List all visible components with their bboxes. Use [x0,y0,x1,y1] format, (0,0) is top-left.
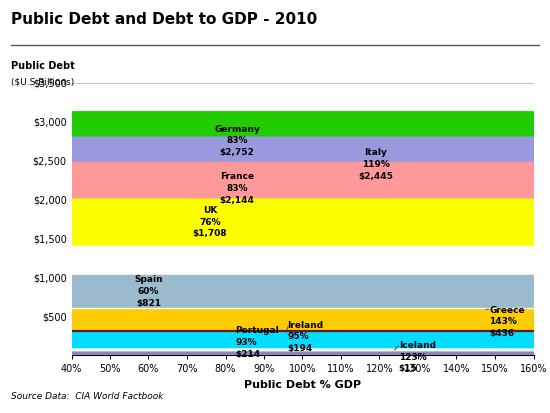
Circle shape [0,330,550,347]
Circle shape [0,137,550,192]
X-axis label: Public Debt % GDP: Public Debt % GDP [244,380,361,390]
Text: Iceland
123%
$15: Iceland 123% $15 [399,341,436,373]
Text: Ireland
95%
$194: Ireland 95% $194 [287,320,323,353]
Circle shape [0,199,550,245]
Text: Public Debt and Debt to GDP - 2010: Public Debt and Debt to GDP - 2010 [11,12,317,27]
Circle shape [0,309,550,333]
Text: Public Debt: Public Debt [12,61,75,71]
Text: Germany
83%
$2,752: Germany 83% $2,752 [214,125,260,157]
Circle shape [0,162,550,214]
Text: France
83%
$2,144: France 83% $2,144 [219,172,255,204]
Circle shape [0,352,550,356]
Text: Greece
143%
$436: Greece 143% $436 [489,306,525,338]
Text: UK
76%
$1,708: UK 76% $1,708 [193,206,227,238]
Text: Source Data:  CIA World Factbook: Source Data: CIA World Factbook [11,392,163,401]
Circle shape [0,332,550,348]
Text: Spain
60%
$821: Spain 60% $821 [134,275,163,308]
Circle shape [0,111,550,171]
Text: Portugal
93%
$214: Portugal 93% $214 [235,326,279,358]
Text: ($U.S Billions): ($U.S Billions) [12,77,75,86]
Circle shape [0,275,550,307]
Text: Italy
119%
$2,445: Italy 119% $2,445 [358,148,393,181]
